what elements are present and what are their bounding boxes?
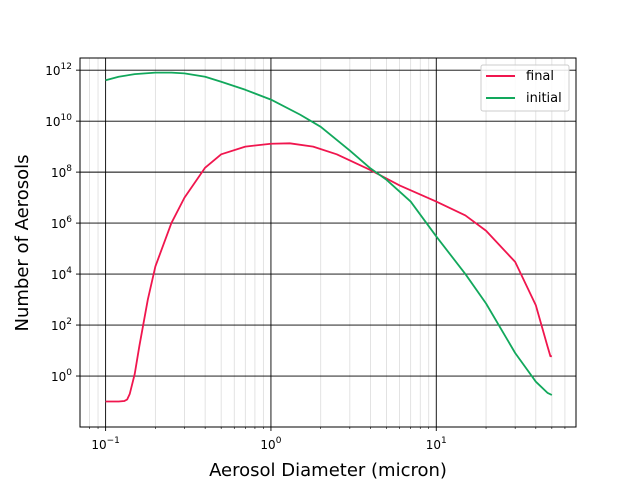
y-axis-ticks: 100 102 104 106 108 1010 1012 <box>45 62 80 384</box>
legend-label-final: final <box>526 69 554 84</box>
plot-area <box>79 57 577 428</box>
series-line-initial <box>105 71 553 396</box>
x-tick-label: 10−1 <box>91 436 120 452</box>
y-tick-label: 100 <box>51 368 72 384</box>
y-tick-label: 104 <box>51 266 72 282</box>
major-grid <box>80 58 576 427</box>
legend: final initial <box>480 64 570 112</box>
y-tick-label: 108 <box>51 164 72 180</box>
y-tick-label: 1012 <box>45 62 72 78</box>
y-axis-label: Number of Aerosols <box>12 155 33 332</box>
x-axis-label: Aerosol Diameter (micron) <box>209 460 447 480</box>
x-tick-label: 101 <box>426 436 447 452</box>
y-tick-label: 1010 <box>45 113 72 129</box>
y-tick-label: 106 <box>51 215 72 231</box>
series-layer <box>105 71 553 403</box>
x-tick-label: 100 <box>260 436 281 452</box>
series-line-final <box>105 142 552 403</box>
legend-label-initial: initial <box>526 91 562 106</box>
x-axis-ticks: 10−1 100 101 <box>89 427 566 452</box>
plot-frame <box>79 57 577 428</box>
y-tick-label: 102 <box>51 317 72 333</box>
minor-grid <box>89 58 566 427</box>
